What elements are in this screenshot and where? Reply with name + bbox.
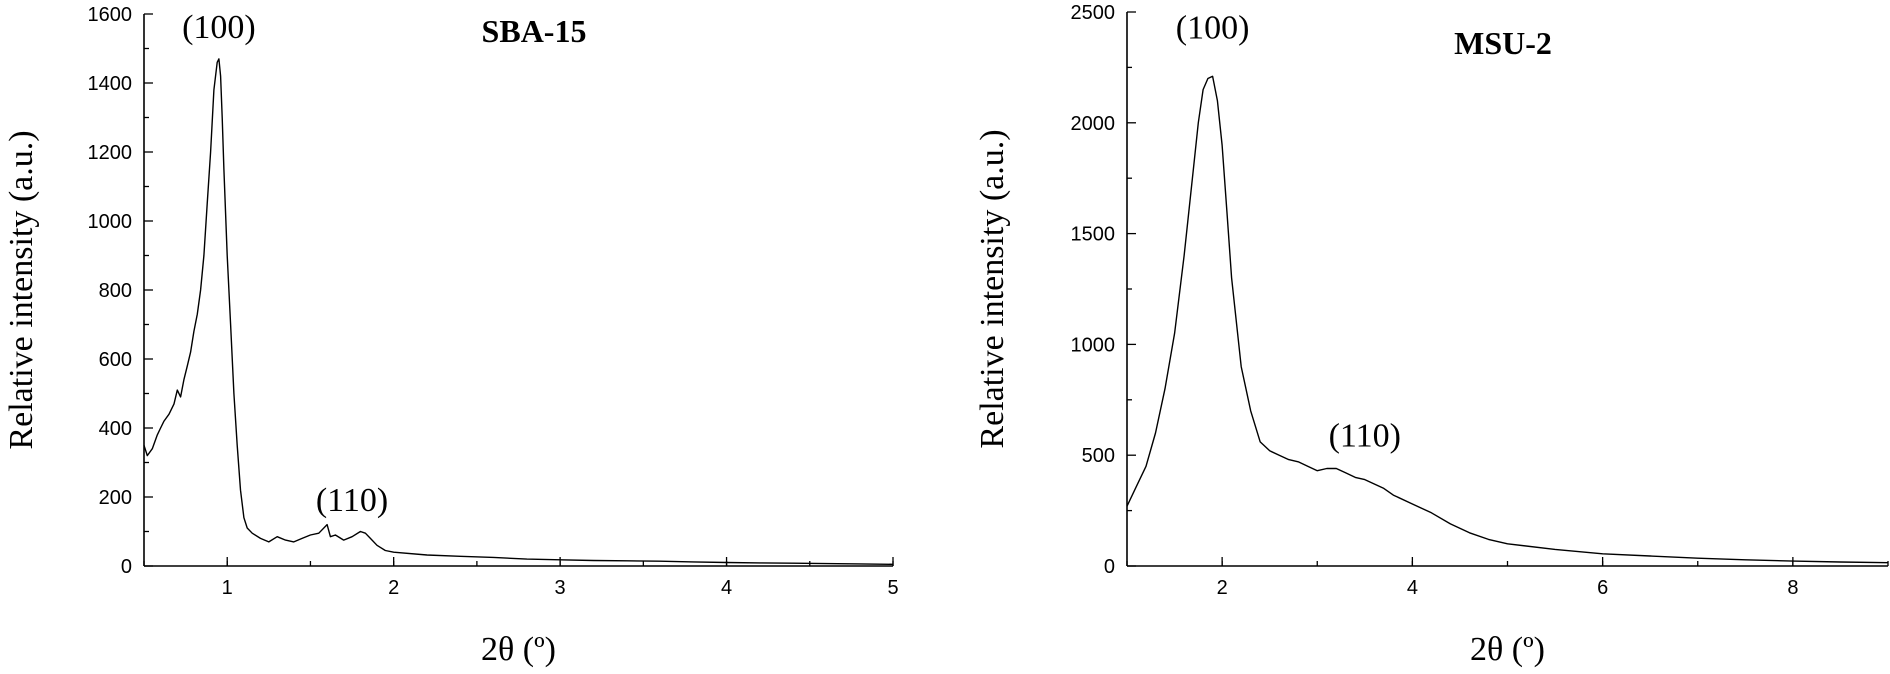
x-axis-title: 2θ (º) <box>481 631 556 668</box>
peak-annotation: (100) <box>1176 10 1250 47</box>
y-tick-label: 2500 <box>1071 2 1116 24</box>
y-axis-title: Relative intensity (a.u.) <box>974 129 1011 448</box>
x-tick-label: 6 <box>1597 577 1608 599</box>
x-tick-label: 5 <box>887 577 898 599</box>
x-tick-label: 4 <box>1407 577 1418 599</box>
x-tick-label: 4 <box>721 577 732 599</box>
peak-annotation: (110) <box>316 482 388 519</box>
y-tick-label: 1200 <box>88 142 133 164</box>
y-tick-label: 0 <box>121 556 132 578</box>
x-tick-label: 3 <box>555 577 566 599</box>
peak-annotation: (110) <box>1329 417 1401 454</box>
y-tick-label: 1000 <box>1071 334 1116 356</box>
x-tick-label: 8 <box>1787 577 1798 599</box>
x-tick-label: 1 <box>222 577 233 599</box>
y-tick-label: 500 <box>1082 445 1115 467</box>
msu2-chart: 0 500 1000 1500 2000 2500 2 4 6 8 2θ (º) Relative i… <box>974 2 1889 668</box>
x-tick-label: 2 <box>388 577 399 599</box>
chart-title: SBA-15 <box>482 13 587 49</box>
y-tick-label: 1500 <box>1071 224 1116 246</box>
y-axis-title: Relative intensity (a.u.) <box>3 130 40 449</box>
y-tick-label: 2000 <box>1071 113 1116 135</box>
y-tick-label: 1000 <box>88 211 133 233</box>
series-line <box>1126 75 1889 564</box>
sba15-chart: 0 200 400 600 800 1000 1200 1400 1600 1 2 3 4 5 2θ (º)… <box>3 4 899 668</box>
peak-annotation: (100) <box>182 9 256 46</box>
y-tick-label: 200 <box>99 487 132 509</box>
chart-title: MSU-2 <box>1454 25 1552 61</box>
y-tick-label: 400 <box>99 418 132 440</box>
y-tick-label: 1400 <box>88 73 133 95</box>
y-tick-label: 800 <box>99 280 132 302</box>
x-axis-title: 2θ (º) <box>1470 631 1545 668</box>
y-tick-label: 0 <box>1104 556 1115 578</box>
y-tick-label: 600 <box>99 349 132 371</box>
x-tick-label: 2 <box>1217 577 1228 599</box>
y-tick-label: 1600 <box>88 4 133 26</box>
series-line <box>143 58 894 565</box>
